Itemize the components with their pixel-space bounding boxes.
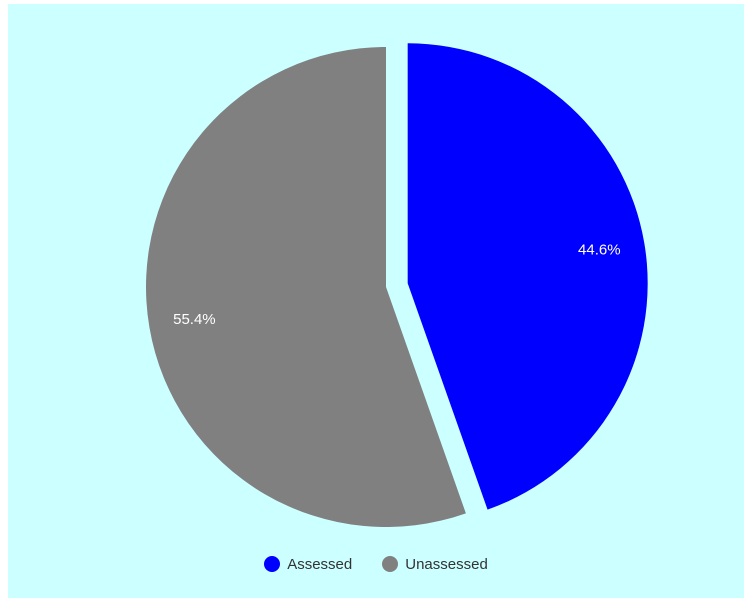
legend-swatch-unassessed bbox=[382, 556, 399, 572]
legend-label-assessed: Assessed bbox=[287, 555, 353, 573]
chart-legend: Assessed Unassessed bbox=[8, 552, 744, 576]
slice-label-assessed: 44.6% bbox=[578, 241, 621, 258]
legend-item-unassessed[interactable]: Unassessed bbox=[382, 556, 488, 573]
legend-item-assessed[interactable]: Assessed bbox=[264, 556, 352, 573]
pie-slice-unassessed[interactable] bbox=[146, 47, 466, 527]
legend-swatch-assessed bbox=[264, 556, 281, 572]
pie-chart: 44.6% 55.4% bbox=[146, 43, 648, 527]
pie-slice-assessed[interactable] bbox=[407, 43, 648, 510]
chart-panel: 44.6% 55.4% Assessed Unassessed bbox=[8, 4, 744, 598]
legend-label-unassessed: Unassessed bbox=[405, 555, 488, 573]
slice-label-unassessed: 55.4% bbox=[173, 311, 216, 328]
